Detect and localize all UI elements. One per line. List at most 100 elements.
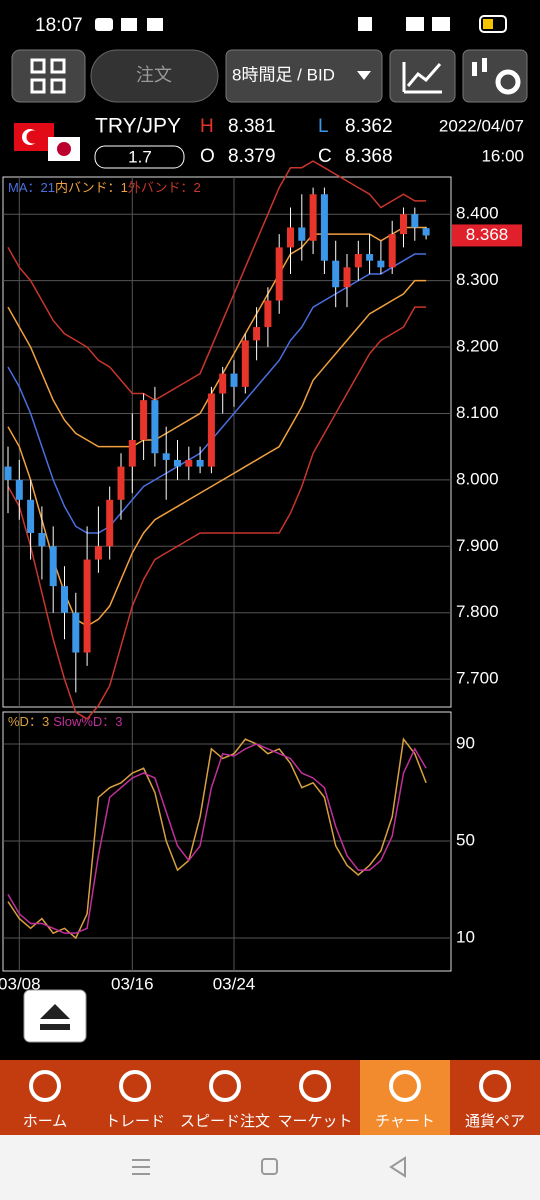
y-tick-label: 8.200 — [456, 337, 499, 356]
candle-body — [275, 247, 283, 301]
nav-icon — [119, 1070, 151, 1102]
legend-outer: 外バンド：2 — [128, 180, 201, 195]
y-tick-label: 7.700 — [456, 669, 499, 688]
last-price-tag — [452, 224, 522, 247]
candle-body — [253, 327, 261, 341]
candle-body — [4, 466, 12, 480]
y-tick-label: 7.900 — [456, 536, 499, 555]
spread: 1.7 — [128, 147, 152, 166]
legend-d: %D：3 — [8, 714, 49, 729]
candle-body — [174, 459, 181, 467]
candle-body — [94, 546, 102, 560]
high-label: H — [200, 116, 214, 137]
currency-pair: TRY/JPY — [95, 115, 181, 138]
legend-slow-d: Slow%D：3 — [53, 714, 122, 729]
legend-inner: 内バンド：1 — [55, 180, 128, 195]
quote-date: 2022/04/07 — [439, 116, 524, 135]
y-tick-label: 8.100 — [456, 403, 499, 422]
band-upper — [7, 160, 427, 402]
nav-items: ホーム トレード スピード注文 マーケット チャート 通貨ペア — [23, 1060, 525, 1135]
price-panel — [2, 176, 452, 708]
band-lower — [7, 306, 427, 720]
nav-label: トレード — [105, 1113, 165, 1130]
status-icons — [95, 15, 507, 33]
band-upper — [7, 226, 427, 448]
nav-icon — [479, 1070, 511, 1102]
oscillator-legend: %D：3 Slow%D：3 — [8, 714, 123, 729]
candle-body — [128, 440, 136, 467]
candle-body — [264, 300, 272, 328]
menu-icon — [30, 58, 66, 94]
y-tick-label: 10 — [456, 928, 475, 947]
candle-body — [15, 479, 23, 500]
status-time: 18:07 — [35, 15, 83, 36]
flag-sun — [57, 142, 71, 156]
order-button[interactable] — [90, 49, 219, 103]
candle-body — [332, 260, 340, 288]
low-label: L — [318, 116, 329, 137]
y-tick-label: 50 — [456, 830, 475, 849]
candle-body — [219, 373, 227, 394]
moving-average — [7, 253, 427, 534]
candle-body — [377, 260, 385, 268]
candle-body — [151, 400, 159, 454]
candle-body — [162, 453, 170, 460]
candle-body — [207, 393, 215, 467]
y-tick-label: 7.800 — [456, 602, 499, 621]
candle-body — [117, 466, 125, 500]
candle-body — [61, 586, 68, 613]
candle-body — [140, 400, 148, 441]
last-price-label: 8.368 — [466, 225, 509, 244]
candle-body — [388, 234, 396, 268]
plot-layer: 8.400 8.300 8.200 8.100 8.000 7.900 7.800 7.700… — [0, 160, 522, 993]
candle-body — [185, 459, 193, 467]
x-tick-label: 03/16 — [111, 974, 154, 993]
quote-time: 16:00 — [481, 146, 524, 165]
collapse-icon — [40, 1004, 70, 1030]
candle-body — [400, 214, 407, 235]
y-tick-label: 8.300 — [456, 270, 499, 289]
candle-body — [230, 373, 238, 387]
nav-label: マーケット — [277, 1113, 352, 1130]
candle-body — [27, 499, 35, 533]
price-legend: MA：21内バンド：1外バンド：2 — [8, 180, 201, 195]
spread-box — [94, 145, 185, 169]
candle-body — [343, 267, 351, 288]
candle-body — [241, 340, 249, 387]
oscillator-line — [7, 737, 427, 940]
candle-body — [411, 214, 419, 228]
high-value: 8.381 — [228, 116, 276, 137]
open-label: O — [200, 146, 215, 167]
candle-body — [106, 499, 114, 547]
x-tick-label: 03/24 — [213, 974, 256, 993]
nav-label: 通貨ペア — [465, 1113, 525, 1130]
y-tick-label: 8.400 — [456, 204, 499, 223]
candle-body — [309, 194, 317, 241]
menu-button[interactable] — [11, 49, 86, 103]
nav-label: ホーム — [23, 1113, 68, 1130]
candle-body — [298, 227, 306, 241]
close-value: 8.368 — [345, 146, 393, 167]
timeframe-label: 8時間足 / BID — [232, 65, 335, 84]
x-tick-label: 03/08 — [0, 974, 41, 993]
nav-icon — [389, 1070, 421, 1102]
timeframe-button[interactable] — [225, 49, 383, 103]
flag-crescent — [26, 130, 40, 144]
candle-body — [354, 254, 362, 268]
nav-icon — [299, 1070, 331, 1102]
dropdown-arrow — [357, 71, 371, 80]
candle-body — [49, 546, 57, 587]
candle-body — [320, 194, 328, 261]
chart-type-icon — [402, 62, 442, 94]
candle-body — [83, 559, 91, 653]
y-tick-label: 8.000 — [456, 469, 499, 488]
nav-icon — [29, 1070, 61, 1102]
open-value: 8.379 — [228, 146, 276, 167]
legend-ma: MA：21 — [8, 180, 55, 195]
nav-label: スピード注文 — [180, 1113, 270, 1130]
candle-body — [422, 228, 430, 236]
system-nav — [0, 1135, 540, 1200]
candle-body — [366, 254, 374, 261]
system-nav-icons — [132, 1156, 406, 1178]
